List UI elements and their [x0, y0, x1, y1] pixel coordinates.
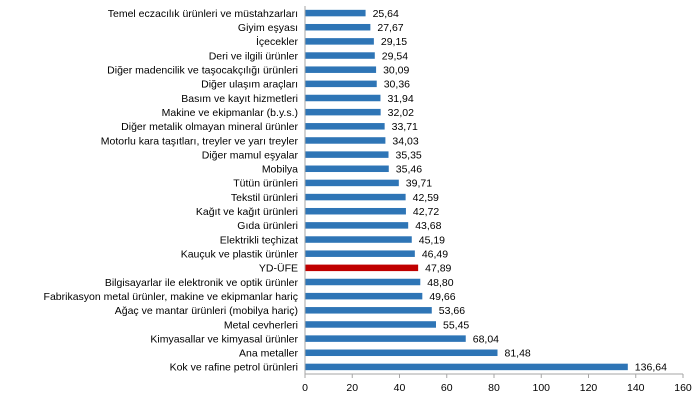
value-label: 42,72 [413, 206, 439, 218]
bar [305, 321, 436, 328]
bar [305, 137, 386, 144]
value-label: 39,71 [406, 178, 432, 190]
x-tick-label: 120 [580, 382, 598, 394]
value-label: 81,48 [505, 348, 531, 360]
bar [305, 292, 423, 300]
bar [305, 207, 406, 215]
value-label: 31,94 [387, 93, 413, 105]
bar [305, 94, 381, 102]
value-label: 47,89 [425, 263, 451, 275]
category-labels: Temel eczacılık ürünleri ve müstahzarlar… [44, 8, 299, 374]
bar [305, 38, 374, 45]
value-label: 42,59 [413, 192, 439, 204]
value-label: 55,45 [443, 319, 469, 331]
bar [305, 108, 381, 116]
bar [305, 278, 421, 286]
category-label: Motorlu kara taşıtları, treyler ve yarı … [101, 135, 299, 147]
value-label: 45,19 [419, 234, 445, 246]
category-label: Basım ve kayıt hizmetleri [181, 93, 298, 105]
bar [305, 9, 366, 17]
value-label: 30,09 [383, 64, 409, 76]
category-label: Kağıt ve kağıt ürünleri [196, 206, 298, 218]
category-label: Diğer metalik olmayan mineral ürünler [121, 121, 298, 133]
x-tick-label: 140 [627, 382, 645, 394]
value-label: 27,67 [377, 22, 403, 34]
category-label: Kimyasallar ve kimyasal ürünler [150, 333, 298, 345]
x-tick-label: 100 [532, 382, 550, 394]
bar [305, 349, 498, 357]
value-label: 43,68 [415, 220, 441, 232]
category-label: Metal cevherleri [224, 319, 298, 331]
bar [305, 66, 377, 73]
x-tick-label: 40 [394, 382, 406, 394]
value-label: 33,71 [392, 121, 418, 133]
bars-group [305, 9, 628, 371]
value-labels: 25,64 27,67 29,15 29,54 30,09 30,36 31,94 32,02… [373, 8, 668, 374]
bar [305, 363, 628, 371]
category-label: Ana metaller [239, 348, 298, 360]
category-label: Bilgisayarlar ile elektronik ve optik ür… [105, 277, 299, 289]
bar [305, 250, 415, 257]
category-label: Tütün ürünleri [233, 178, 298, 190]
category-label: Elektrikli teçhizat [220, 234, 298, 246]
category-label: Giyim eşyası [238, 22, 298, 34]
bar [305, 193, 406, 201]
category-label: Mobilya [262, 164, 298, 176]
category-label: Deri ve ilgili ürünler [209, 50, 299, 62]
x-tick-label: 60 [441, 382, 453, 394]
bar [305, 80, 377, 88]
category-label: Kok ve rafine petrol ürünleri [170, 362, 298, 374]
bar [305, 222, 409, 229]
bar [305, 123, 385, 130]
value-label: 46,49 [422, 248, 448, 260]
value-label: 53,66 [439, 305, 465, 317]
value-label: 34,03 [392, 135, 418, 147]
value-label: 29,15 [381, 36, 407, 48]
bar [305, 264, 419, 272]
category-label: Diğer madencilik ve taşocakçılığı ürünle… [107, 64, 298, 76]
value-label: 25,64 [373, 8, 399, 20]
value-label: 49,66 [429, 291, 455, 303]
category-label: Temel eczacılık ürünleri ve müstahzarlar… [108, 8, 298, 20]
value-label: 32,02 [388, 107, 414, 119]
category-label: Ağaç ve mantar ürünleri (mobilya hariç) [115, 305, 298, 317]
category-label: Makine ve ekipmanlar (b.y.s.) [162, 107, 298, 119]
bar [305, 151, 389, 158]
value-label: 30,36 [384, 79, 410, 91]
bar [305, 307, 432, 314]
category-label: Diğer ulaşım araçları [201, 79, 298, 91]
value-label: 29,54 [382, 50, 408, 62]
x-tick-label: 80 [488, 382, 500, 394]
category-label: Fabrikasyon metal ürünler, makine ve eki… [44, 291, 298, 303]
category-label: YD-ÜFE [259, 263, 298, 275]
value-label: 136,64 [635, 362, 667, 374]
x-tick-label: 20 [346, 382, 358, 394]
category-label: Tekstil ürünleri [231, 192, 298, 204]
value-label: 48,80 [427, 277, 453, 289]
bar [305, 52, 375, 59]
value-label: 35,46 [396, 164, 422, 176]
x-tick-label: 160 [674, 382, 692, 394]
bar [305, 165, 389, 173]
bar [305, 179, 399, 187]
x-tick-label: 0 [302, 382, 308, 394]
category-label: Kauçuk ve plastik ürünler [181, 248, 299, 260]
category-label: İçecekler [256, 35, 299, 48]
category-label: Diğer mamul eşyalar [202, 149, 299, 161]
value-label: 68,04 [473, 333, 499, 345]
bar [305, 236, 412, 243]
bar [305, 335, 466, 342]
x-axis: 0 20 40 60 80 100 120 140 160 [302, 6, 692, 394]
category-label: Gıda ürünleri [237, 220, 298, 232]
bar [305, 23, 371, 31]
value-label: 35,35 [396, 149, 422, 161]
